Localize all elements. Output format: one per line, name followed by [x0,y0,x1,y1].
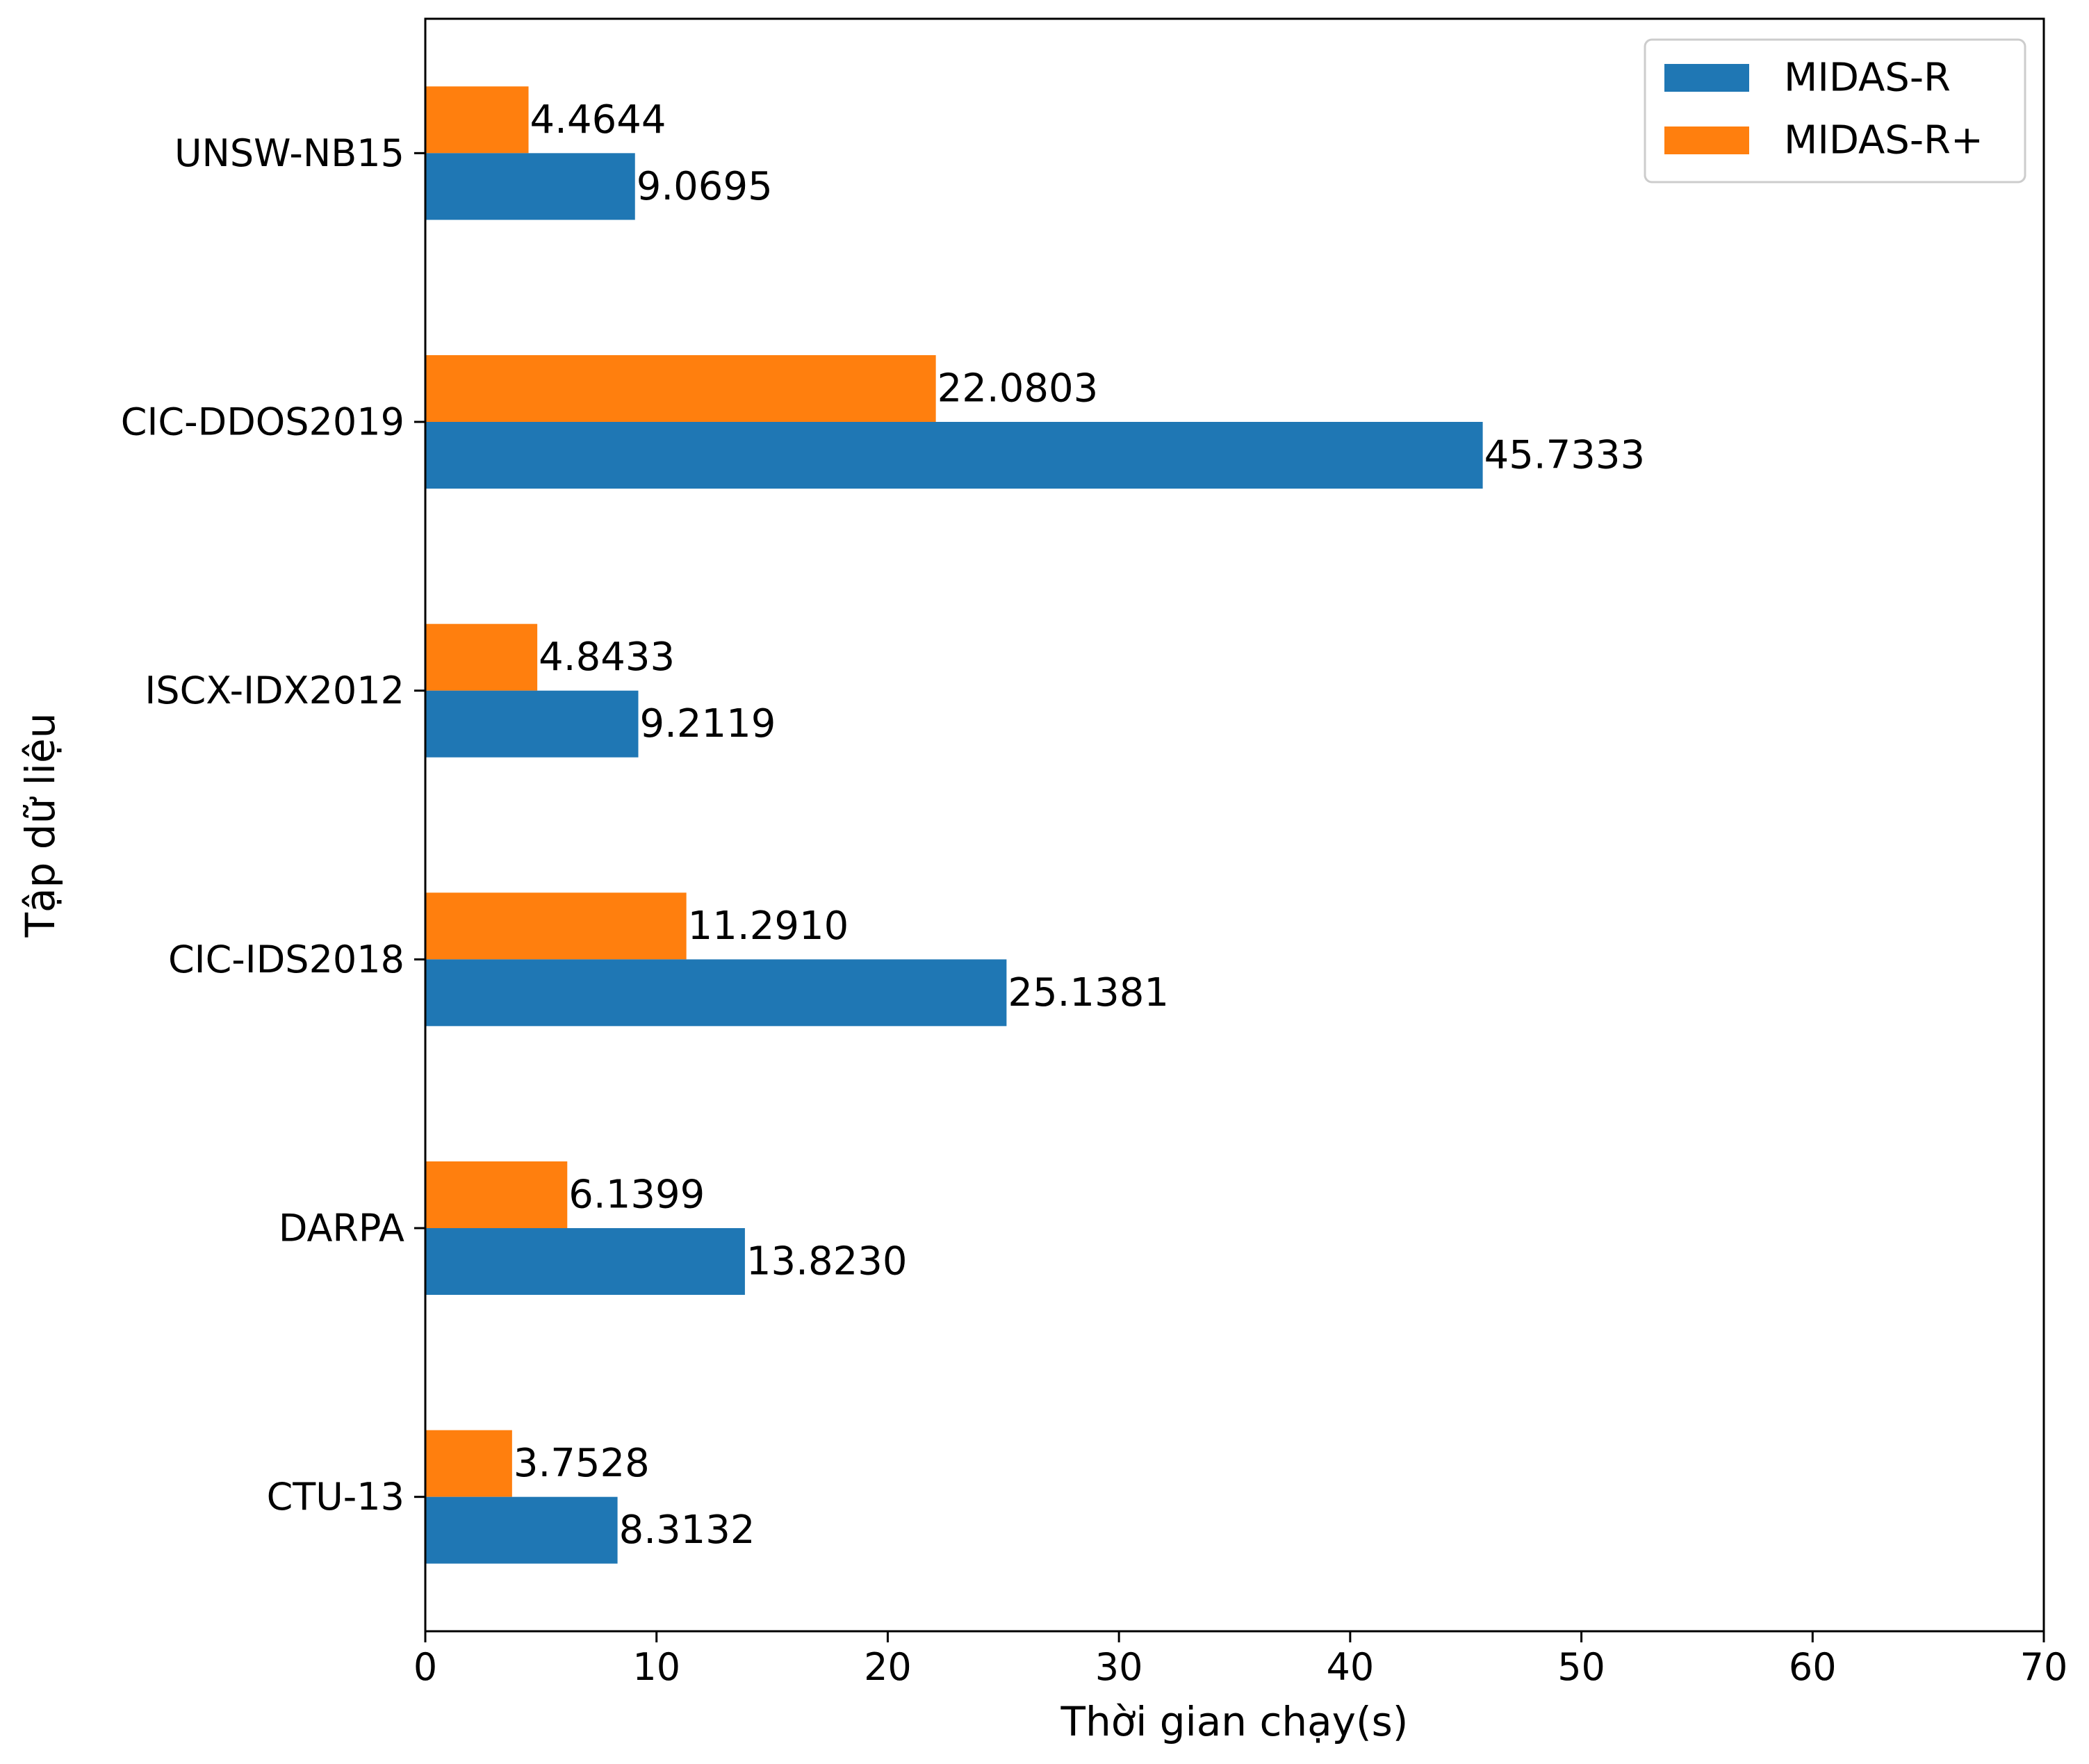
bar-midas-r-plus-ctu-13 [425,1430,512,1497]
bars-layer [425,86,1483,1564]
y-axis-label: Tập dữ liệu [17,713,64,938]
legend-swatch-midas-r-plus [1664,126,1749,154]
x-tick-label-40: 40 [1326,1645,1374,1689]
bar-midas-r-iscx-idx2012 [425,690,639,758]
x-axis-label: Thời gian chạy(s) [1060,1698,1409,1745]
x-tick-label-10: 10 [632,1645,680,1689]
bar-midas-r-cic-ddos2019 [425,422,1483,489]
y-tick-label-darpa: DARPA [279,1207,404,1250]
data-label-midas-r-plus-ctu-13: 3.7528 [514,1441,650,1486]
bar-midas-r-plus-cic-ddos2019 [425,355,936,422]
y-tick-label-ctu-13: CTU-13 [267,1475,404,1519]
data-label-midas-r-cic-ddos2019: 45.7333 [1484,433,1646,478]
data-label-midas-r-plus-iscx-idx2012: 4.8433 [539,635,675,680]
data-labels-layer: 4.4644 9.0695 22.0803 45.7333 4.8433 9.2119 11… [514,97,1645,1553]
data-label-midas-r-plus-cic-ids2018: 11.2910 [688,904,849,949]
legend-label-midas-r: MIDAS-R [1784,56,1951,101]
legend: MIDAS-R MIDAS-R+ [1644,38,2026,183]
bar-midas-r-plus-unsw-nb15 [425,86,529,154]
data-label-midas-r-plus-darpa: 6.1399 [568,1173,705,1218]
bar-midas-r-plus-darpa [425,1161,568,1228]
x-tick-label-30: 30 [1095,1645,1143,1689]
data-label-midas-r-ctu-13: 8.3132 [619,1508,755,1553]
y-tick-label-cic-ddos2019: CIC-DDOS2019 [121,400,404,444]
data-label-midas-r-iscx-idx2012: 9.2119 [639,701,776,746]
bar-midas-r-cic-ids2018 [425,959,1007,1027]
y-tick-label-iscx-idx2012: ISCX-IDX2012 [145,669,404,712]
y-tick-label-unsw-nb15: UNSW-NB15 [174,131,404,175]
bar-midas-r-ctu-13 [425,1496,618,1564]
data-label-midas-r-unsw-nb15: 9.0695 [637,164,773,209]
bar-midas-r-darpa [425,1228,745,1295]
x-tick-label-50: 50 [1557,1645,1605,1689]
data-label-midas-r-cic-ids2018: 25.1381 [1008,970,1169,1015]
legend-label-midas-r-plus: MIDAS-R+ [1784,118,1983,163]
x-tick-label-0: 0 [413,1645,437,1689]
x-tick-label-60: 60 [1789,1645,1837,1689]
bar-midas-r-plus-iscx-idx2012 [425,623,538,691]
bar-midas-r-plus-cic-ids2018 [425,892,687,960]
data-label-midas-r-plus-cic-ddos2019: 22.0803 [937,366,1099,411]
x-tick-label-70: 70 [2020,1645,2068,1689]
bar-midas-r-unsw-nb15 [425,153,635,220]
y-tick-label-cic-ids2018: CIC-IDS2018 [168,938,404,981]
plot-frame [424,17,2045,1633]
data-label-midas-r-plus-unsw-nb15: 4.4644 [530,97,666,142]
legend-swatch-midas-r [1664,64,1749,92]
data-label-midas-r-darpa: 13.8230 [746,1239,908,1284]
x-tick-label-20: 20 [864,1645,912,1689]
axes-layer: UNSW-NB15 CIC-DDOS2019 ISCX-IDX2012 CIC-IDS… [17,17,2068,1745]
